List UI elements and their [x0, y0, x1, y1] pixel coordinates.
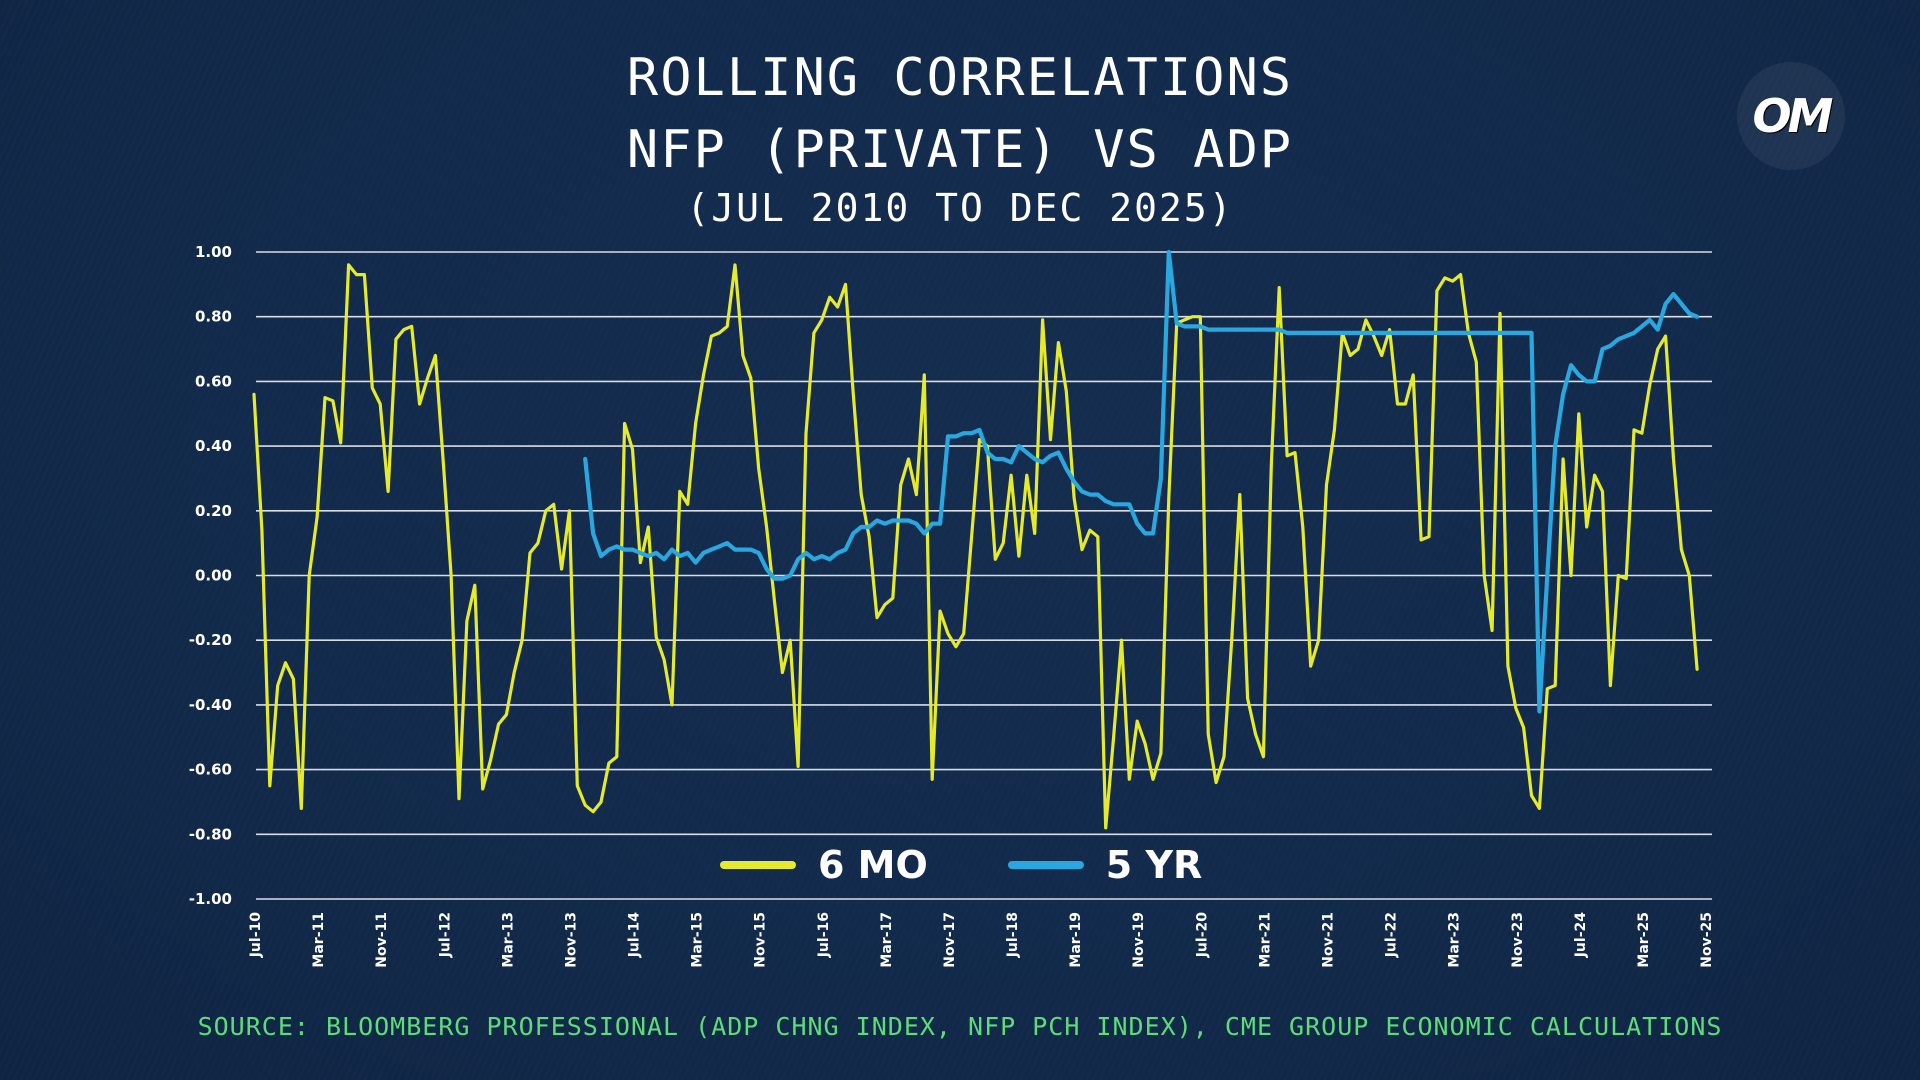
y-tick-label: -0.20: [189, 631, 232, 649]
x-tick-label: Nov-17: [942, 912, 958, 968]
series-line-6-mo: [252, 263, 1699, 830]
x-tick-label: Mar-13: [500, 912, 516, 968]
x-tick-label: Jul-16: [816, 912, 832, 958]
series-lines: [252, 249, 1700, 830]
x-tick-label: Jul-20: [1194, 912, 1210, 959]
legend: 6 MO 5 YR: [720, 843, 1282, 887]
chart-title: ROLLING CORRELATIONS: [626, 48, 1294, 108]
source-note: SOURCE: BLOOMBERG PROFESSIONAL (ADP CHNG…: [197, 1012, 1723, 1041]
x-tick-label: Mar-21: [1257, 912, 1273, 968]
x-tick-label: Mar-11: [311, 912, 327, 968]
x-tick-label: Jul-14: [627, 912, 643, 959]
x-tick-label: Nov-11: [374, 912, 390, 968]
x-tick-label: Mar-15: [690, 912, 706, 968]
logo-text: OM: [1752, 89, 1834, 143]
legend-swatch-6mo: [720, 861, 796, 869]
series-line-5-yr: [583, 249, 1700, 714]
om-logo: OM: [1737, 62, 1845, 170]
y-axis-ticks: 1.00 0.80 0.60 0.40 0.20 0.00 -0.20 -0.40 -0.60 -…: [189, 243, 232, 908]
x-tick-label: Jul-18: [1005, 912, 1021, 958]
x-tick-label: Nov-21: [1320, 912, 1336, 968]
x-tick-label: Mar-23: [1447, 912, 1463, 968]
x-tick-label: Mar-17: [879, 912, 895, 968]
y-tick-label: 1.00: [195, 243, 232, 261]
legend-item-5yr: 5 YR: [1007, 843, 1203, 887]
y-tick-label: 0.20: [195, 502, 232, 520]
x-tick-label: Jul-10: [248, 912, 264, 959]
x-axis-ticks: Jul-10 Mar-11 Nov-11 Jul-12 Mar-13 Nov-13 Jul-…: [248, 912, 1715, 968]
line-chart: 1.00 0.80 0.60 0.40 0.20 0.00 -0.20 -0.40 -0.60 -…: [189, 243, 1715, 968]
x-tick-label: Jul-12: [437, 912, 453, 958]
x-tick-label: Nov-19: [1131, 912, 1147, 968]
x-tick-label: Mar-25: [1636, 912, 1652, 968]
y-tick-label: -1.00: [189, 890, 232, 908]
y-tick-label: 0.40: [195, 437, 232, 455]
legend-label-5yr: 5 YR: [1105, 843, 1203, 887]
x-tick-label: Nov-25: [1699, 912, 1715, 968]
y-tick-label: -0.80: [189, 825, 232, 843]
legend-item-6mo: 6 MO: [720, 843, 928, 887]
x-tick-label: Jul-24: [1573, 912, 1589, 959]
chart-subtitle: (JUL 2010 TO DEC 2025): [686, 186, 1234, 230]
y-tick-label: 0.00: [195, 567, 232, 585]
y-tick-label: 0.80: [195, 308, 232, 326]
x-tick-label: Jul-22: [1384, 912, 1400, 958]
legend-label-6mo: 6 MO: [818, 843, 928, 887]
chart-title-line2: NFP (PRIVATE) VS ADP: [626, 120, 1294, 180]
x-tick-label: Nov-23: [1510, 912, 1526, 968]
y-tick-label: -0.40: [189, 696, 232, 714]
x-tick-label: Nov-13: [563, 912, 579, 968]
x-tick-label: Nov-15: [753, 912, 769, 968]
legend-swatch-5yr: [1007, 861, 1084, 869]
y-tick-label: -0.60: [189, 761, 232, 779]
x-tick-label: Mar-19: [1068, 912, 1084, 968]
y-tick-label: 0.60: [195, 372, 232, 390]
